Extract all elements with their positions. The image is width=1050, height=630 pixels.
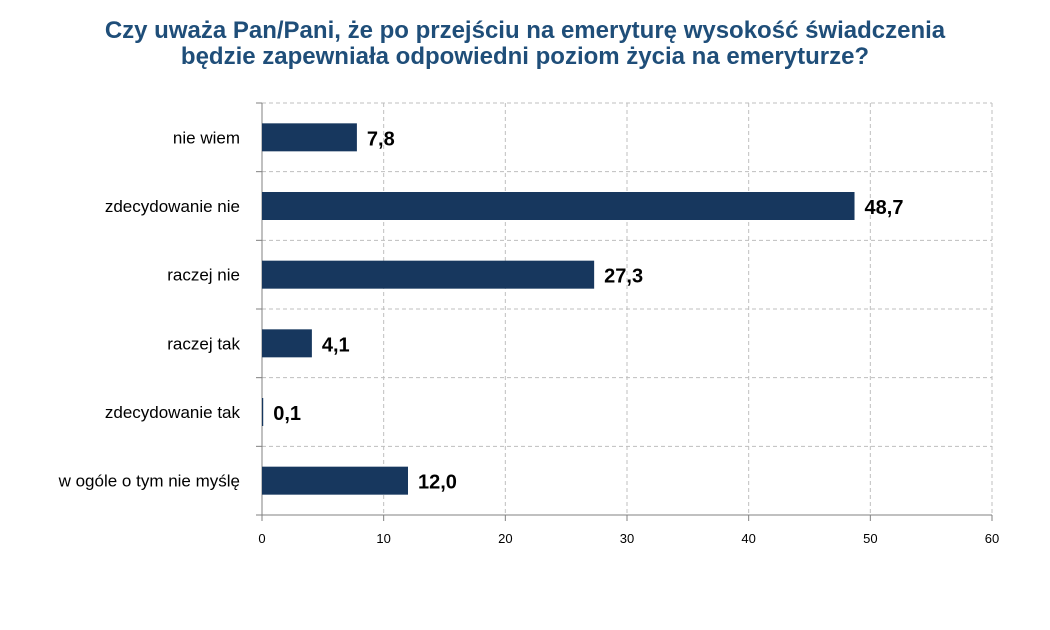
bar [262, 329, 312, 358]
value-label: 4,1 [322, 334, 350, 356]
value-label: 0,1 [273, 403, 301, 425]
category-label: raczej nie [167, 266, 240, 285]
bar [262, 398, 264, 426]
value-label: 12,0 [418, 472, 457, 494]
x-tick-label: 10 [376, 531, 390, 546]
chart-title-line-2: będzie zapewniała odpowiedni poziom życi… [180, 43, 870, 70]
x-tick-label: 0 [258, 531, 265, 546]
value-label: 48,7 [865, 197, 904, 219]
category-label: raczej tak [167, 334, 240, 353]
chart-title: Czy uważa Pan/Pani, że po przejściu na e… [0, 18, 1050, 70]
x-tick-label: 40 [741, 531, 755, 546]
x-tick-label: 30 [620, 531, 634, 546]
x-tick-label: 50 [863, 531, 877, 546]
bar [262, 466, 408, 495]
category-label: w ogóle o tym nie myślę [58, 472, 240, 491]
category-label: zdecydowanie tak [105, 403, 241, 422]
x-tick-label: 20 [498, 531, 512, 546]
chart-title-line-1: Czy uważa Pan/Pani, że po przejściu na e… [104, 17, 946, 44]
x-tick-label: 60 [985, 531, 999, 546]
value-label: 7,8 [367, 128, 395, 150]
value-label: 27,3 [604, 266, 643, 288]
bar [262, 192, 855, 220]
bar [262, 123, 357, 152]
category-label: zdecydowanie nie [105, 197, 240, 216]
bar [262, 260, 595, 289]
category-label: nie wiem [173, 128, 240, 147]
